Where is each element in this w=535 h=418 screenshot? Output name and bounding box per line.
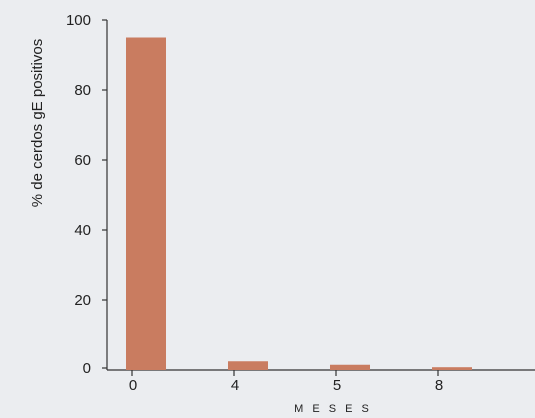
- x-tick-label: 5: [333, 377, 341, 394]
- y-tick-label: 80: [74, 82, 91, 99]
- x-tick-label: 8: [435, 377, 443, 394]
- bar: [330, 364, 370, 370]
- y-tick-label: 60: [74, 152, 91, 169]
- x-tick-label: 4: [231, 377, 239, 394]
- x-tick-label: 0: [129, 377, 137, 394]
- bar: [228, 361, 268, 370]
- bars: [126, 37, 472, 370]
- y-tick-label: 0: [83, 360, 91, 377]
- x-axis-title: M E S E S: [294, 403, 372, 415]
- y-tick-label: 100: [66, 12, 91, 29]
- y-axis-title: % de cerdos gE positivos: [29, 39, 46, 207]
- y-tick-label: 40: [74, 222, 91, 239]
- y-tick-label: 20: [74, 292, 91, 309]
- bar: [126, 37, 166, 370]
- bar: [432, 367, 472, 370]
- y-axis: 0 20 40 60 80 100: [66, 12, 108, 377]
- x-axis: 0 4 5 8: [107, 369, 535, 394]
